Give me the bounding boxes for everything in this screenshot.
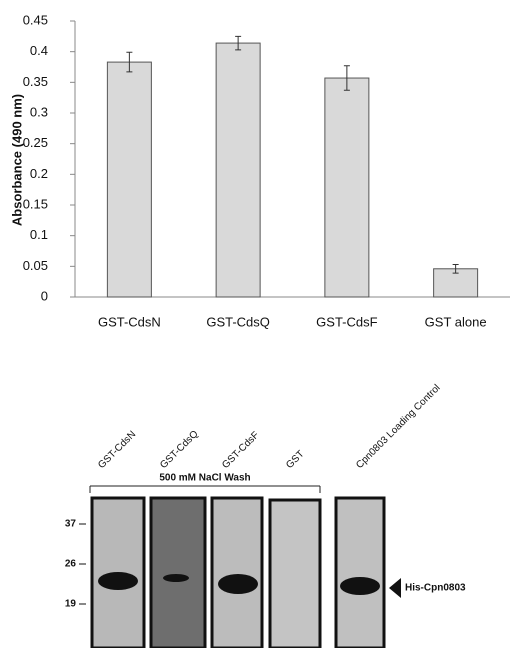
band xyxy=(218,574,258,594)
x-tick-label: GST-CdsF xyxy=(316,314,377,329)
figure: Absorbance (490 nm) 500 mM NaCl Wash His… xyxy=(0,0,510,648)
band xyxy=(340,577,380,595)
western-blot: 500 mM NaCl Wash His-Cpn0803 xyxy=(90,473,466,648)
mw-marker: 26 xyxy=(65,559,77,570)
y-tick-label: 0.3 xyxy=(30,104,48,119)
x-tick-label: GST-CdsN xyxy=(98,314,161,329)
band xyxy=(163,574,189,582)
y-tick-label: 0.05 xyxy=(23,258,48,273)
y-tick-label: 0.45 xyxy=(23,12,48,27)
lane-label: GST-CdsF xyxy=(220,430,261,471)
blot-lane xyxy=(212,498,262,648)
y-tick-label: 0.4 xyxy=(30,43,48,58)
arrow xyxy=(389,578,401,598)
mw-marker: 19 xyxy=(65,599,77,610)
band xyxy=(98,572,138,590)
mw-marker: 37 xyxy=(65,519,77,530)
band-label: His-Cpn0803 xyxy=(405,583,466,594)
bar xyxy=(216,43,260,297)
y-tick-label: 0 xyxy=(41,288,48,303)
blot-lane xyxy=(336,498,384,648)
wash-label: 500 mM NaCl Wash xyxy=(159,473,250,484)
y-tick-label: 0.1 xyxy=(30,227,48,242)
lane-label: GST-CdsN xyxy=(96,429,138,471)
y-tick-label: 0.25 xyxy=(23,135,48,150)
blot-lane xyxy=(270,500,320,648)
bar xyxy=(325,78,369,297)
bar xyxy=(107,62,151,297)
y-tick-label: 0.15 xyxy=(23,196,48,211)
lane-label: Cpn0803 Loading Control xyxy=(354,383,442,471)
blot-lane xyxy=(151,498,205,648)
x-tick-label: GST-CdsQ xyxy=(206,314,270,329)
lane-label: GST xyxy=(284,449,306,471)
y-tick-label: 0.35 xyxy=(23,74,48,89)
y-tick-label: 0.2 xyxy=(30,166,48,181)
x-tick-label: GST alone xyxy=(425,314,487,329)
lane-label: GST-CdsQ xyxy=(158,428,201,471)
